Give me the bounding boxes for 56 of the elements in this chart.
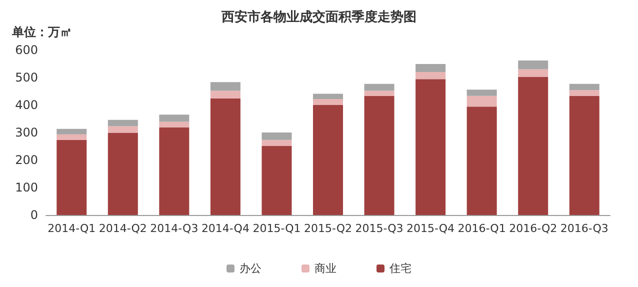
bar [262,146,292,215]
bar [364,90,394,96]
bar [262,140,292,146]
bar [518,69,548,77]
legend-label: 办公 [240,262,262,275]
bar [159,114,190,122]
y-tick-label: 500 [15,70,38,84]
bar [210,82,240,91]
x-tick-label: 2015-Q3 [355,222,404,235]
y-tick-label: 600 [15,43,38,57]
bar [108,132,138,215]
x-tick-label: 2016-Q3 [560,222,608,235]
bar [364,84,394,91]
bar [518,76,548,215]
bar [569,90,600,96]
bar [416,79,446,215]
y-tick-label: 200 [15,153,38,167]
legend-label: 住宅 [390,262,412,275]
bar [56,140,87,215]
bar [262,132,292,140]
x-tick-label: 2016-Q2 [509,222,558,235]
bar [210,98,240,215]
bar [416,72,446,80]
y-tick-label: 300 [15,126,38,140]
bar [56,134,87,140]
x-tick-label: 2015-Q1 [252,222,301,235]
legend-label: 商业 [314,262,336,275]
y-axis-title: 单位：万㎡ [11,25,72,39]
bar [364,96,394,215]
bar [518,60,548,70]
bar [313,98,343,105]
bar [159,122,190,128]
chart-title: 西安市各物业成交面积季度走势图 [220,9,416,25]
bar [466,96,497,107]
bar [416,64,446,72]
y-tick-label: 0 [30,208,38,222]
bar [569,96,600,215]
bar [210,90,240,98]
x-tick-label: 2014-Q4 [201,222,250,235]
bar [313,94,343,99]
x-tick-label: 2015-Q4 [406,222,455,235]
x-tick-label: 2016-Q1 [458,222,506,235]
y-tick-label: 100 [15,180,38,194]
bar [466,106,497,215]
bar [56,128,87,134]
bar [108,120,138,126]
x-tick-label: 2014-Q2 [98,222,147,235]
bar [569,84,600,90]
x-tick-label: 2015-Q2 [304,222,352,235]
y-tick-label: 400 [15,98,38,112]
bar [313,105,343,215]
x-tick-label: 2014-Q3 [150,222,198,235]
x-tick-label: 2014-Q1 [48,222,96,235]
bar [466,90,497,96]
bar [159,128,190,215]
bar [108,126,138,133]
